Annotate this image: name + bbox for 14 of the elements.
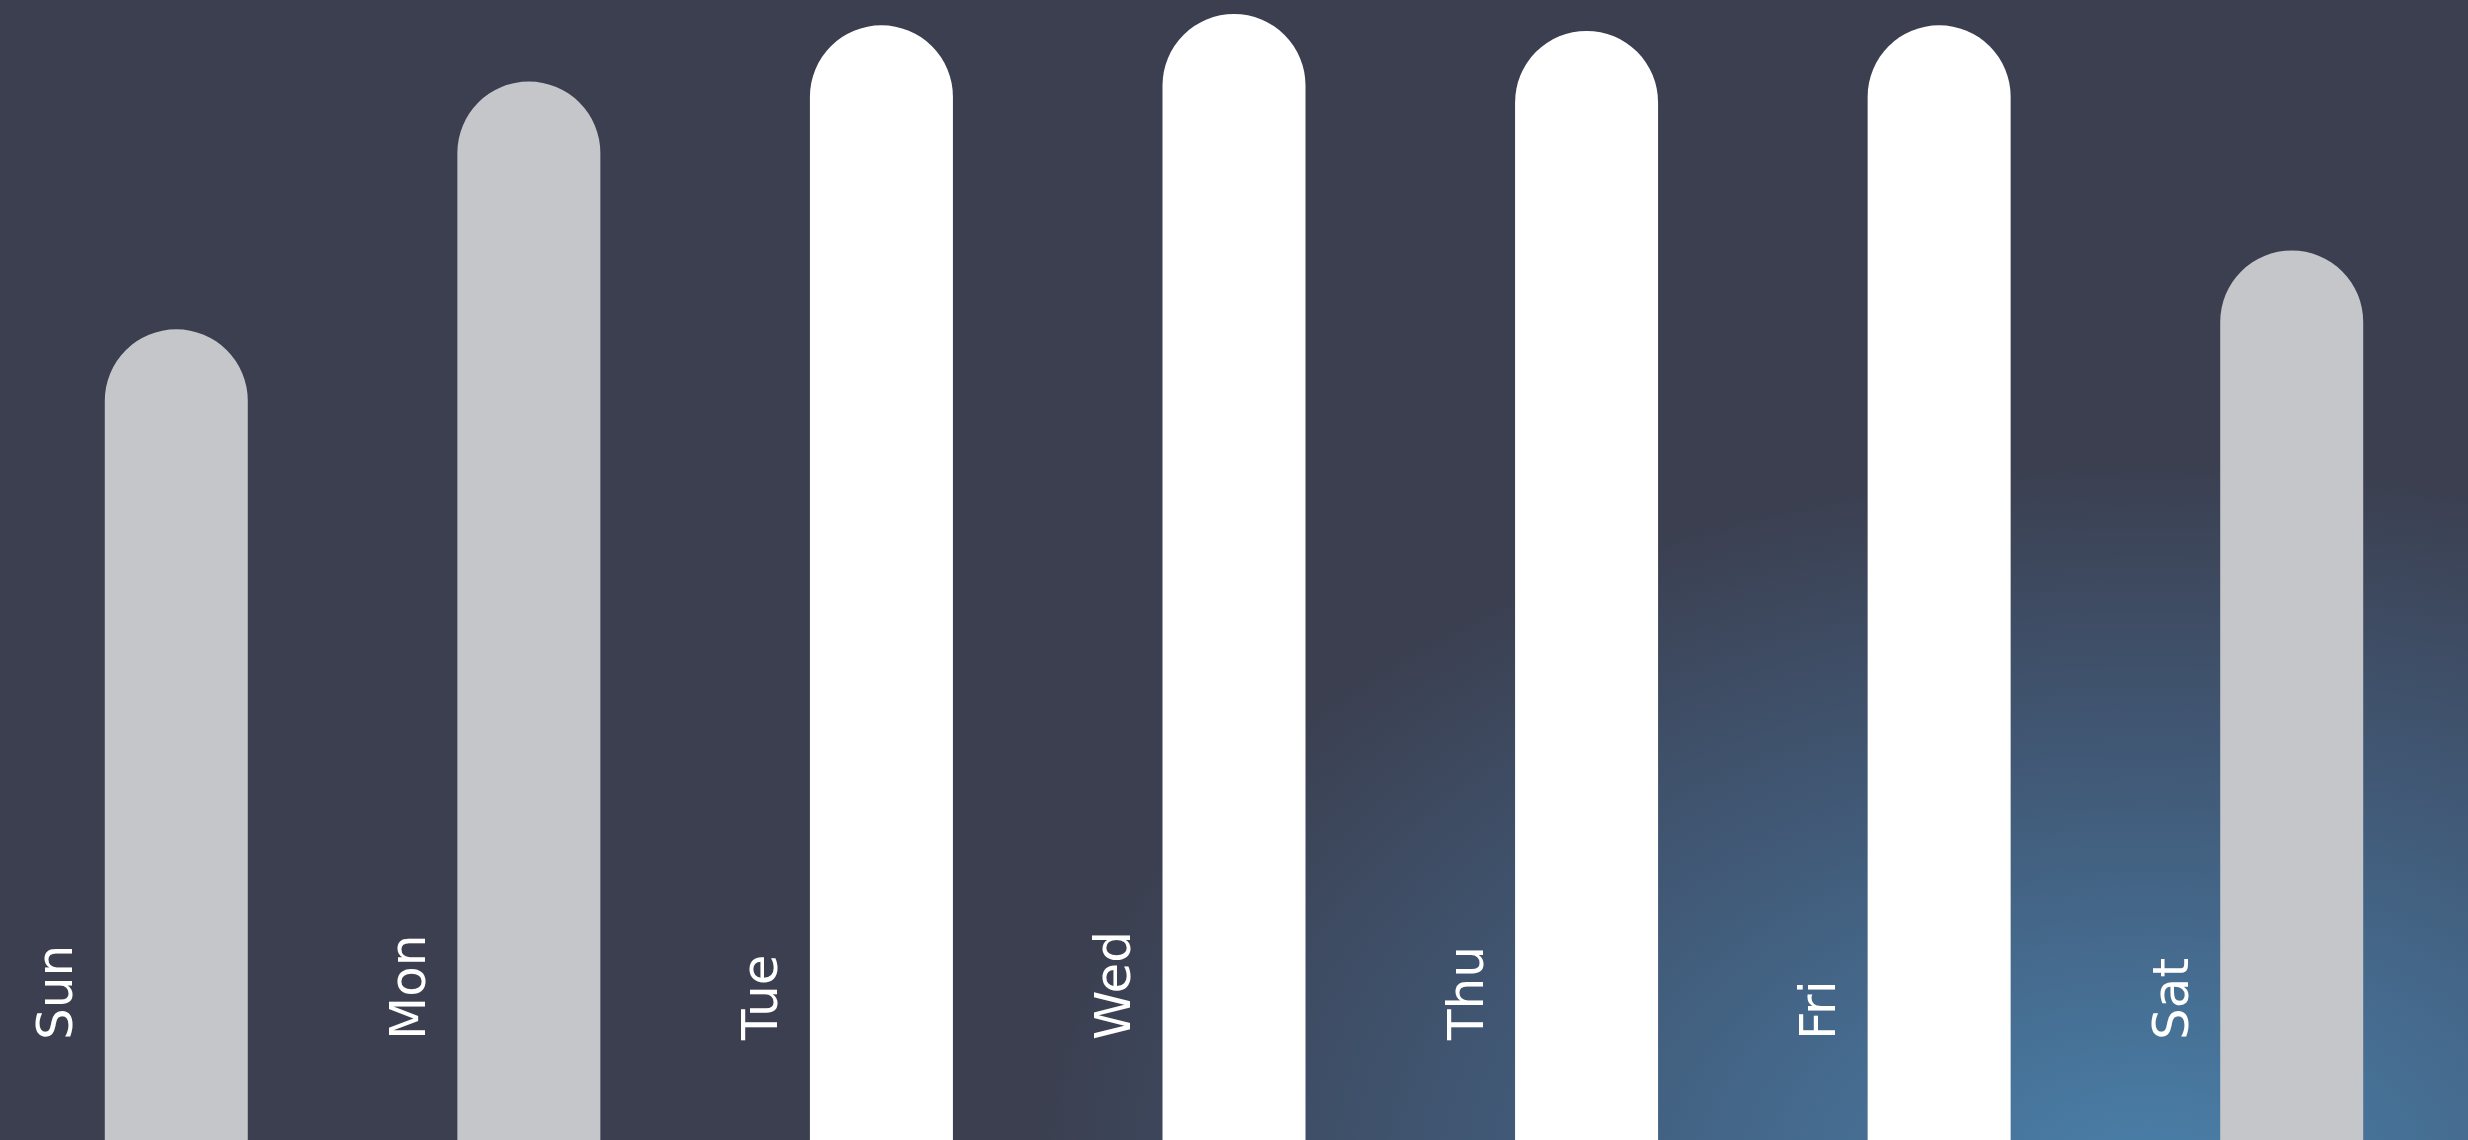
bar bbox=[1515, 30, 1659, 1140]
x-tick-label: Fri bbox=[1789, 980, 1848, 1040]
bar bbox=[104, 329, 248, 1140]
bar bbox=[1162, 14, 1306, 1140]
x-tick-label: Mon bbox=[378, 934, 437, 1040]
x-tick-label: Tue bbox=[731, 954, 790, 1041]
bar bbox=[809, 25, 953, 1140]
x-tick-label: Sat bbox=[2141, 958, 2200, 1040]
bar bbox=[2220, 250, 2364, 1140]
x-tick-label: Wed bbox=[1084, 930, 1142, 1040]
x-tick-label: Sun bbox=[26, 944, 85, 1040]
x-tick-label: Thu bbox=[1436, 946, 1495, 1041]
bar bbox=[457, 81, 601, 1140]
bar bbox=[1867, 25, 2011, 1140]
